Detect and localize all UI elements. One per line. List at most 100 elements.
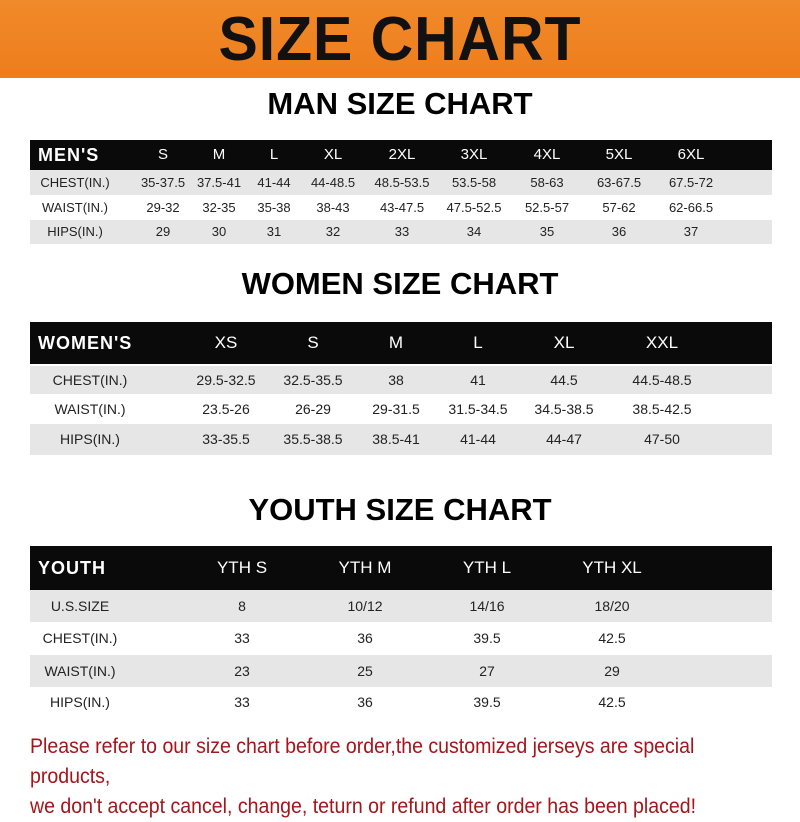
measurement-label: WAIST(IN.)	[54, 401, 126, 417]
size-header: S	[307, 333, 319, 352]
men-section-title: MAN SIZE CHART	[267, 86, 533, 121]
table-cell: 44.5	[550, 372, 578, 388]
table-cell: 32	[325, 224, 341, 239]
table-cell: 42.5	[598, 630, 626, 646]
table-row: U.S.SIZE 8 10/12 14/16 18/20	[30, 590, 772, 622]
table-cell: 63-67.5	[596, 175, 642, 190]
table-cell: 29-31.5	[372, 401, 420, 417]
table-cell: 35.5-38.5	[283, 431, 343, 447]
measurement-label: U.S.SIZE	[50, 598, 110, 614]
table-cell: 8	[238, 598, 246, 614]
table-cell: 29.5-32.5	[196, 372, 256, 388]
table-label: YOUTH	[38, 558, 106, 578]
size-header: 4XL	[533, 146, 561, 163]
size-header: YTH M	[338, 558, 392, 577]
table-cell: 14/16	[469, 598, 505, 614]
table-row: WAIST(IN.) 23 25 27 29	[30, 655, 772, 687]
measurement-label: HIPS(IN.)	[60, 431, 120, 447]
table-cell: 29	[155, 224, 171, 239]
women-section-title: WOMEN SIZE CHART	[241, 266, 559, 301]
table-cell: 35	[539, 224, 555, 239]
table-row: HIPS(IN.) 33-35.5 35.5-38.5 38.5-41 41-44 44-…	[30, 424, 772, 455]
table-cell: 30	[211, 224, 227, 239]
table-cell: 42.5	[598, 694, 626, 710]
table-cell: 38.5-42.5	[632, 401, 692, 417]
table-cell: 23.5-26	[202, 401, 250, 417]
table-cell: 44-47	[546, 431, 582, 447]
notice-line-1: Please refer to our size chart before or…	[30, 735, 695, 788]
table-cell: 34	[466, 224, 482, 239]
table-row: CHEST(IN.) 33 36 39.5 42.5	[30, 622, 772, 655]
table-cell: 38.5-41	[372, 431, 420, 447]
table-cell: 32-35	[202, 200, 236, 215]
page-title: SIZE CHART	[218, 5, 582, 74]
size-header: L	[473, 333, 483, 352]
table-row: CHEST(IN.) 29.5-32.5 32.5-35.5 38 41 44.5 44.5…	[30, 366, 772, 394]
table-cell: 18/20	[594, 598, 630, 614]
table-cell: 52.5-57	[524, 200, 570, 215]
table-cell: 36	[357, 630, 373, 646]
size-header: 2XL	[388, 146, 416, 163]
women-header-row: WOMEN'S XS S M L XL XXL	[30, 322, 772, 364]
table-cell: 33	[234, 694, 250, 710]
table-cell: 44-48.5	[310, 175, 356, 190]
size-header: YTH XL	[582, 558, 642, 577]
size-header: 3XL	[460, 146, 488, 163]
measurement-label: CHEST(IN.)	[40, 175, 110, 190]
measurement-label: HIPS(IN.)	[47, 224, 103, 239]
table-cell: 34.5-38.5	[534, 401, 594, 417]
table-cell: 32.5-35.5	[283, 372, 343, 388]
table-cell: 29	[604, 663, 620, 679]
size-header: XL	[553, 333, 575, 352]
table-row: CHEST(IN.) 35-37.5 37.5-41 41-44 44-48.5 48.5…	[30, 170, 772, 195]
size-header: YTH S	[216, 558, 268, 577]
table-cell: 41	[470, 372, 486, 388]
size-header: 5XL	[605, 146, 633, 163]
size-header: M	[212, 146, 226, 163]
table-cell: 37.5-41	[196, 175, 242, 190]
table-cell: 33	[394, 224, 410, 239]
table-cell: 53.5-58	[451, 175, 497, 190]
men-header-row: MEN'S S M L XL 2XL 3XL 4XL 5XL 6XL	[30, 140, 772, 170]
table-cell: 33	[234, 630, 250, 646]
size-header: XXL	[645, 333, 679, 352]
measurement-label: CHEST(IN.)	[52, 372, 128, 388]
table-cell: 36	[357, 694, 373, 710]
notice-text: Please refer to our size chart before or…	[30, 732, 746, 822]
table-row: HIPS(IN.) 29 30 31 32 33 34 35 36 37	[30, 220, 772, 244]
table-cell: 38-43	[316, 200, 350, 215]
size-header: YTH L	[462, 558, 512, 577]
table-row: HIPS(IN.) 33 36 39.5 42.5	[30, 687, 772, 718]
table-row: WAIST(IN.) 29-32 32-35 35-38 38-43 43-47.5 47.…	[30, 195, 772, 220]
notice-line-2: we don't accept cancel, change, teturn o…	[30, 795, 697, 818]
size-header: M	[388, 333, 404, 352]
table-cell: 31.5-34.5	[448, 401, 508, 417]
measurement-label: CHEST(IN.)	[42, 630, 118, 646]
table-cell: 41-44	[460, 431, 496, 447]
table-cell: 47.5-52.5	[446, 200, 502, 215]
table-cell: 57-62	[602, 200, 636, 215]
table-cell: 41-44	[257, 175, 291, 190]
measurement-label: HIPS(IN.)	[50, 694, 110, 710]
measurement-label: WAIST(IN.)	[42, 200, 108, 215]
table-cell: 44.5-48.5	[632, 372, 692, 388]
table-label: MEN'S	[38, 145, 100, 165]
table-cell: 37	[683, 224, 699, 239]
table-cell: 33-35.5	[202, 431, 250, 447]
table-cell: 35-38	[257, 200, 291, 215]
size-header: XL	[323, 146, 343, 163]
youth-section-title: YOUTH SIZE CHART	[248, 492, 552, 527]
table-cell: 39.5	[473, 694, 501, 710]
table-cell: 43-47.5	[379, 200, 425, 215]
title-banner: SIZE CHART	[0, 0, 800, 78]
table-cell: 36	[611, 224, 627, 239]
table-cell: 62-66.5	[668, 200, 714, 215]
table-cell: 35-37.5	[140, 175, 186, 190]
table-label: WOMEN'S	[38, 333, 133, 353]
table-cell: 48.5-53.5	[374, 175, 430, 190]
table-cell: 27	[479, 663, 495, 679]
table-row: WAIST(IN.) 23.5-26 26-29 29-31.5 31.5-34.5 34…	[30, 394, 772, 424]
table-cell: 38	[388, 372, 404, 388]
size-header: 6XL	[677, 146, 705, 163]
table-cell: 39.5	[473, 630, 501, 646]
